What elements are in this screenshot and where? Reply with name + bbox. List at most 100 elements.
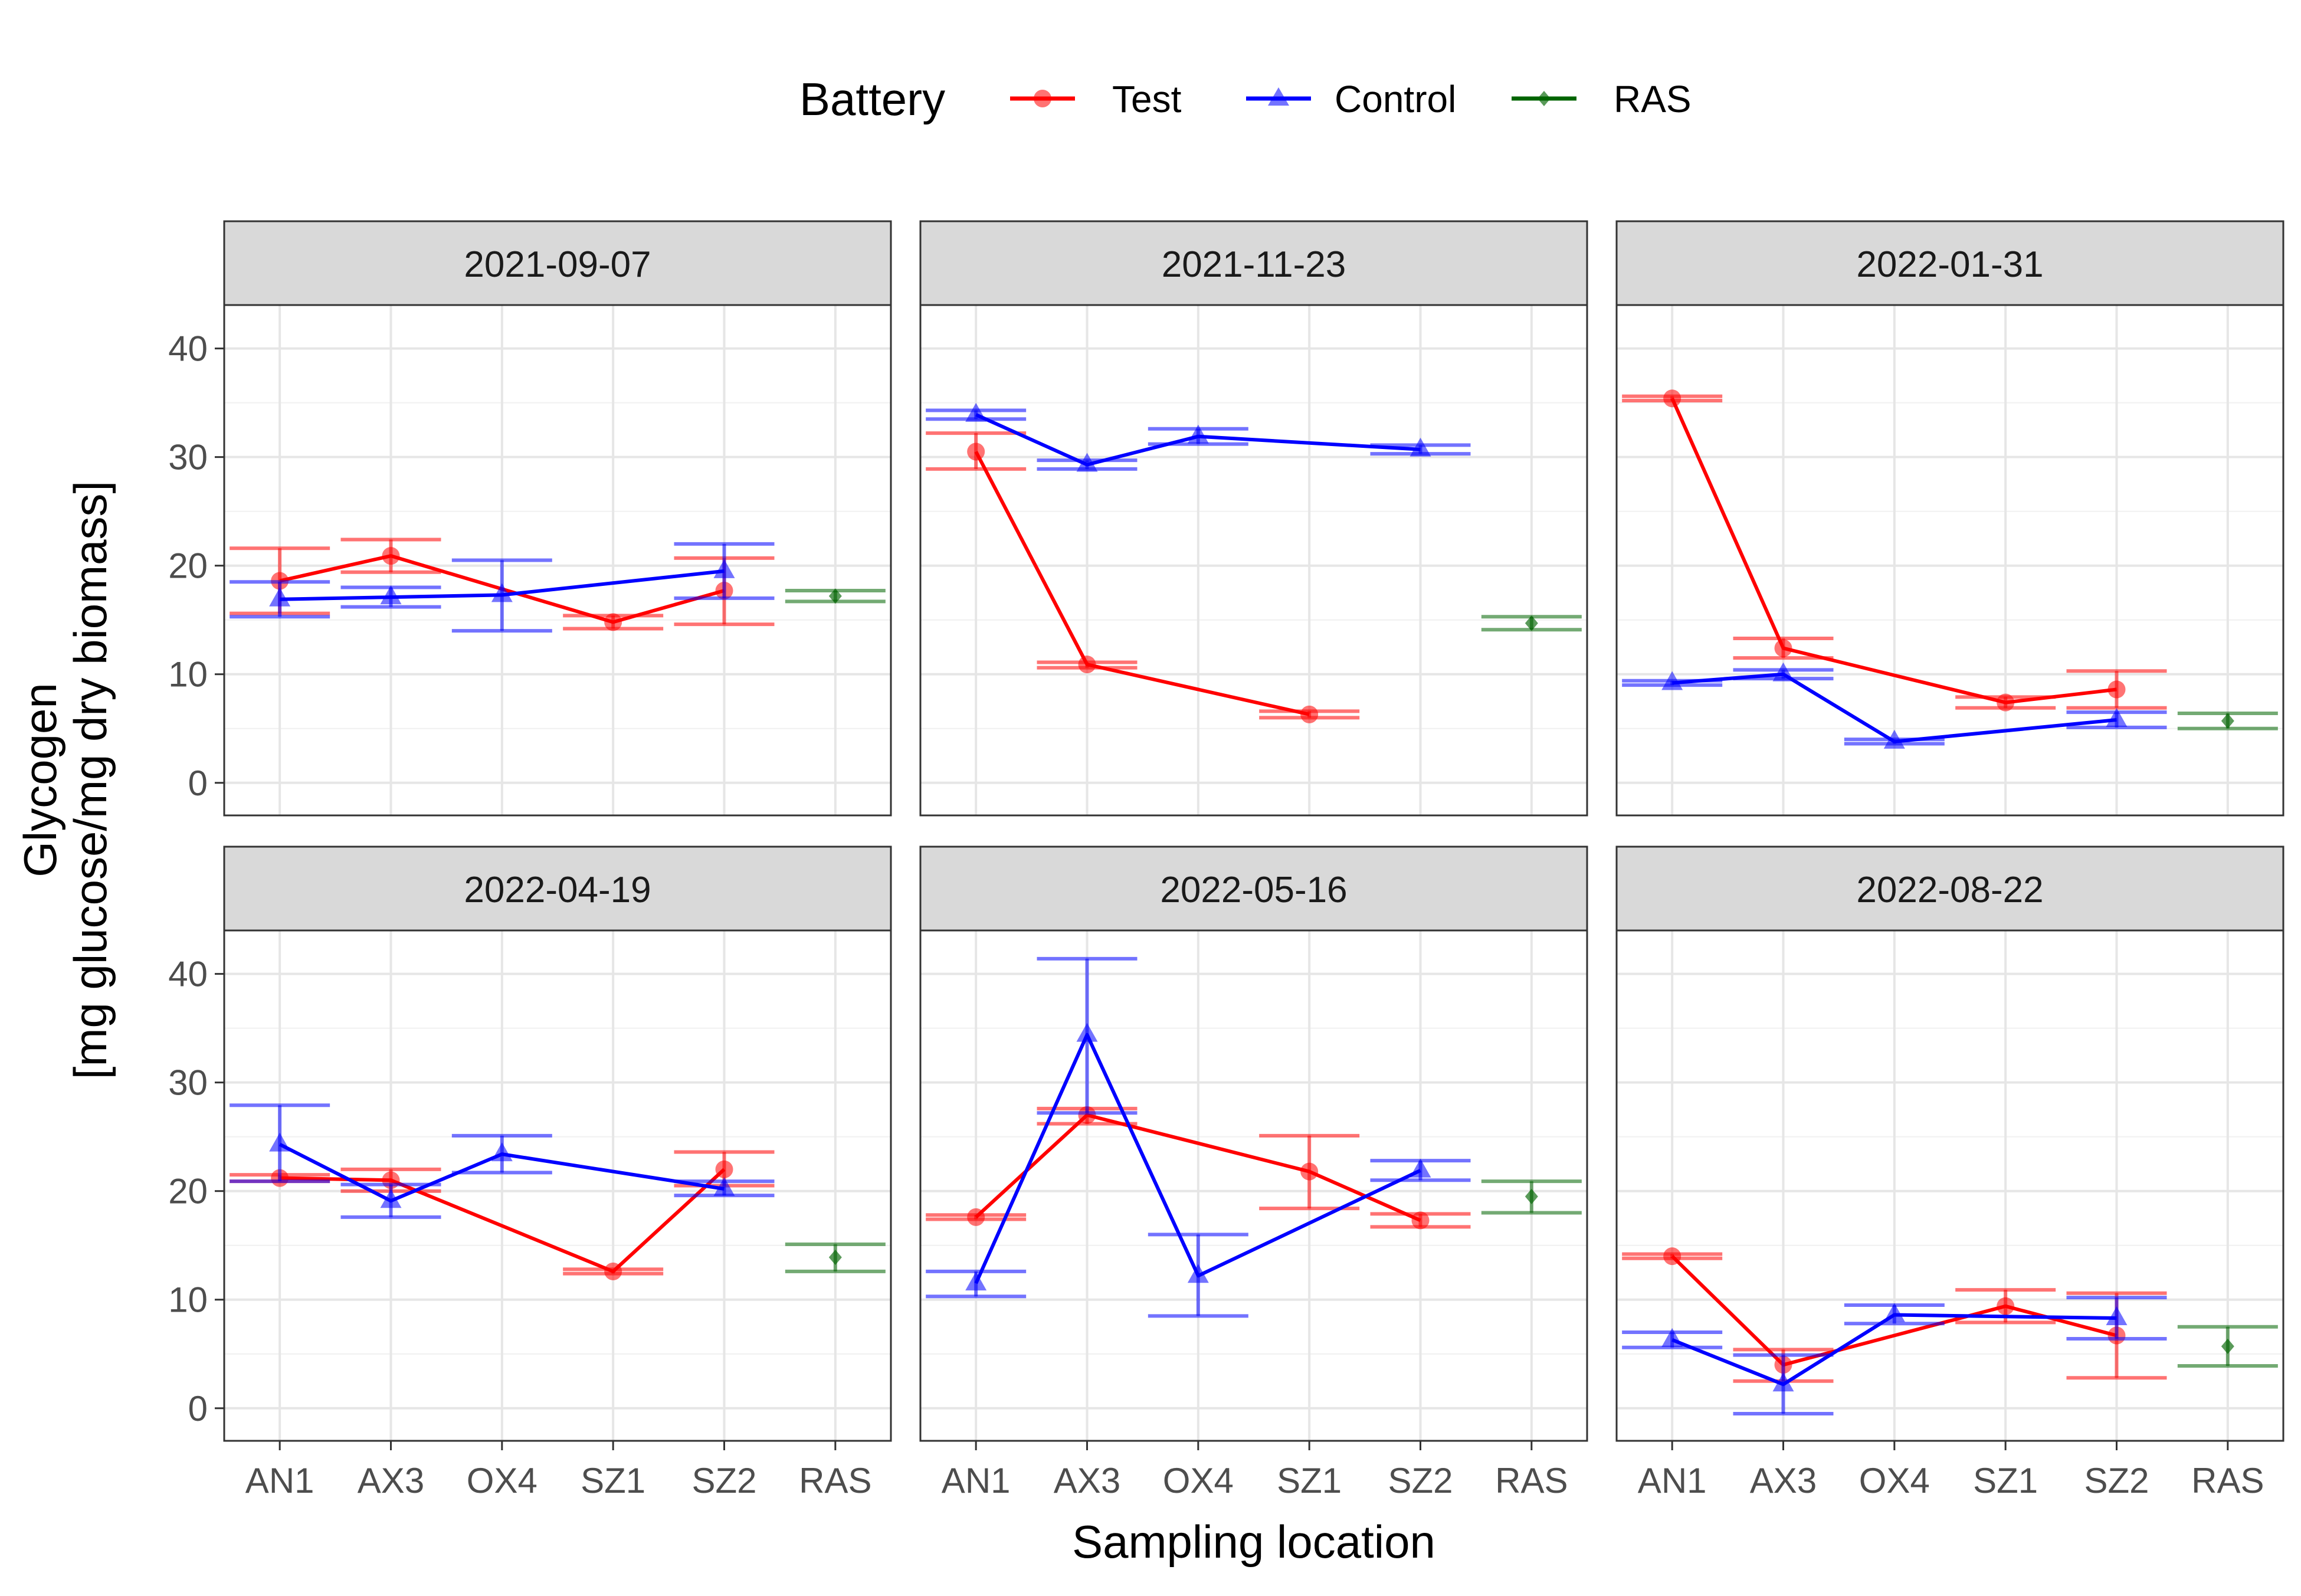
data-point-control-ax3 xyxy=(1076,453,1098,472)
legend-label-test: Test xyxy=(1112,78,1182,120)
facet-panel-2021-11-23: 2021-11-23 xyxy=(919,220,1588,817)
legend-entry-control: Control xyxy=(1246,78,1456,120)
facet-title-2021-11-23: 2021-11-23 xyxy=(1162,244,1346,285)
data-point-control-ox4 xyxy=(1883,1303,1905,1322)
series-line-control-2022-05-16 xyxy=(974,1033,1421,1284)
facet-strip-2022-04-19 xyxy=(223,845,892,932)
y-tick-label: 30 xyxy=(168,1063,208,1103)
y-axis-title: Glycogen [mg glucose/mg dry biomass] xyxy=(14,481,116,1079)
facet-strip-2021-09-07 xyxy=(223,220,892,306)
plot-area-2022-01-31 xyxy=(1617,305,2283,815)
data-point-test-ax3 xyxy=(1078,1106,1096,1124)
data-point-test-sz2 xyxy=(2107,680,2126,699)
plot-area-2022-05-16 xyxy=(920,930,1587,1441)
x-tick-label-ox4: OX4 xyxy=(1859,1461,1930,1500)
data-point-ras-ras xyxy=(828,588,842,604)
data-point-test-an1 xyxy=(1663,1247,1682,1266)
facet-title-2022-08-22: 2022-08-22 xyxy=(1856,870,2043,910)
panel-border-2022-04-19 xyxy=(223,929,892,1442)
data-point-control-ax3 xyxy=(380,585,402,605)
data-point-test-sz2 xyxy=(715,1160,733,1178)
data-point-test-sz1 xyxy=(1997,1297,2015,1315)
y-tick-label: 0 xyxy=(188,1389,208,1428)
x-tick-label-ras: RAS xyxy=(1495,1461,1568,1500)
data-point-test-sz2 xyxy=(1411,1211,1430,1230)
y-tick-label: 30 xyxy=(168,438,208,477)
series-line-control-2022-04-19 xyxy=(278,1142,725,1203)
data-point-control-sz2 xyxy=(1410,437,1431,457)
data-point-test-sz1 xyxy=(604,613,622,631)
data-point-test-sz1 xyxy=(604,1262,622,1280)
data-point-test-ax3 xyxy=(1774,639,1792,657)
legend-label-ras: RAS xyxy=(1614,78,1692,120)
legend-key-marker-test xyxy=(1034,90,1051,107)
panel-border-2022-08-22 xyxy=(1615,929,2284,1442)
data-point-control-sz2 xyxy=(713,559,735,578)
y-axis-title-line-1: Glycogen xyxy=(14,683,66,877)
data-point-control-sz2 xyxy=(713,1177,735,1197)
y-tick-label: 0 xyxy=(188,763,208,803)
data-point-control-ox4 xyxy=(1187,1264,1209,1283)
legend-title: Battery xyxy=(799,73,945,125)
facet-strip-2022-08-22 xyxy=(1615,845,2284,932)
panel-border-2021-09-07 xyxy=(223,304,892,817)
data-point-control-an1 xyxy=(1661,671,1683,690)
x-tick-label-sz1: SZ1 xyxy=(1277,1461,1342,1500)
plot-area-2021-11-23 xyxy=(920,305,1587,815)
data-point-control-ax3 xyxy=(1076,1023,1098,1042)
legend-key-marker-ras xyxy=(1538,91,1551,106)
panel-border-2022-01-31 xyxy=(1615,304,2284,817)
facet-title-2022-01-31: 2022-01-31 xyxy=(1856,244,2043,285)
x-tick-label-ax3: AX3 xyxy=(358,1461,424,1500)
y-tick-label: 20 xyxy=(168,1172,208,1211)
panel-border-2021-11-23 xyxy=(919,304,1588,817)
facet-panels: 2021-09-07 0 10 20 30 40 2021-11-23 2022-01-31 2… xyxy=(168,220,2284,1500)
data-point-ras-ras xyxy=(2221,1338,2234,1354)
plot-area-2021-09-07 xyxy=(224,305,891,815)
x-axis-title: Sampling location xyxy=(1072,1516,1435,1568)
legend-entry-ras: RAS xyxy=(1512,78,1692,120)
data-point-control-ox4 xyxy=(491,583,513,602)
plot-area-2022-08-22 xyxy=(1617,930,2283,1441)
data-point-control-ax3 xyxy=(1772,1372,1794,1392)
series-line-test-2022-08-22 xyxy=(1671,1254,2118,1367)
series-line-control-2022-08-22 xyxy=(1671,1313,2117,1387)
data-point-test-an1 xyxy=(967,443,985,461)
data-point-test-ax3 xyxy=(382,547,400,565)
y-tick-label: 10 xyxy=(168,1280,208,1320)
data-point-control-sz2 xyxy=(2106,1306,2128,1326)
series-line-test-2022-04-19 xyxy=(280,1168,726,1273)
legend: Battery Test Control RAS xyxy=(799,73,1692,125)
x-tick-label-an1: AN1 xyxy=(942,1461,1011,1500)
data-point-ras-ras xyxy=(2221,713,2234,729)
y-tick-label: 20 xyxy=(168,546,208,586)
x-tick-label-sz2: SZ2 xyxy=(2084,1461,2149,1500)
facet-strip-2022-05-16 xyxy=(919,845,1588,932)
facet-title-2022-05-16: 2022-05-16 xyxy=(1160,870,1347,910)
x-tick-label-ax3: AX3 xyxy=(1750,1461,1817,1500)
x-tick-label-ras: RAS xyxy=(799,1461,871,1500)
data-point-control-ox4 xyxy=(1187,424,1209,444)
data-point-test-sz1 xyxy=(1300,705,1319,723)
facet-strip-2021-11-23 xyxy=(919,220,1588,306)
data-point-ras-ras xyxy=(828,1249,842,1265)
data-point-control-ax3 xyxy=(380,1189,402,1208)
x-tick-label-sz1: SZ1 xyxy=(1973,1461,2038,1500)
series-line-control-2021-11-23 xyxy=(975,413,1421,467)
x-tick-label-sz1: SZ1 xyxy=(581,1461,645,1500)
data-point-test-ax3 xyxy=(1078,656,1096,674)
facet-panel-2021-09-07: 2021-09-07 0 10 20 30 40 xyxy=(168,220,892,817)
data-point-control-an1 xyxy=(965,402,987,422)
data-point-control-sz2 xyxy=(1410,1158,1431,1178)
legend-label-control: Control xyxy=(1335,78,1456,120)
facet-title-2021-09-07: 2021-09-07 xyxy=(464,244,651,285)
data-point-test-an1 xyxy=(967,1208,985,1226)
data-point-ras-ras xyxy=(1525,615,1538,631)
x-tick-label-sz2: SZ2 xyxy=(1388,1461,1453,1500)
y-tick-label: 10 xyxy=(168,655,208,694)
data-point-control-ax3 xyxy=(1772,662,1794,681)
y-tick-label: 40 xyxy=(168,955,208,994)
y-tick-label: 40 xyxy=(168,329,208,369)
